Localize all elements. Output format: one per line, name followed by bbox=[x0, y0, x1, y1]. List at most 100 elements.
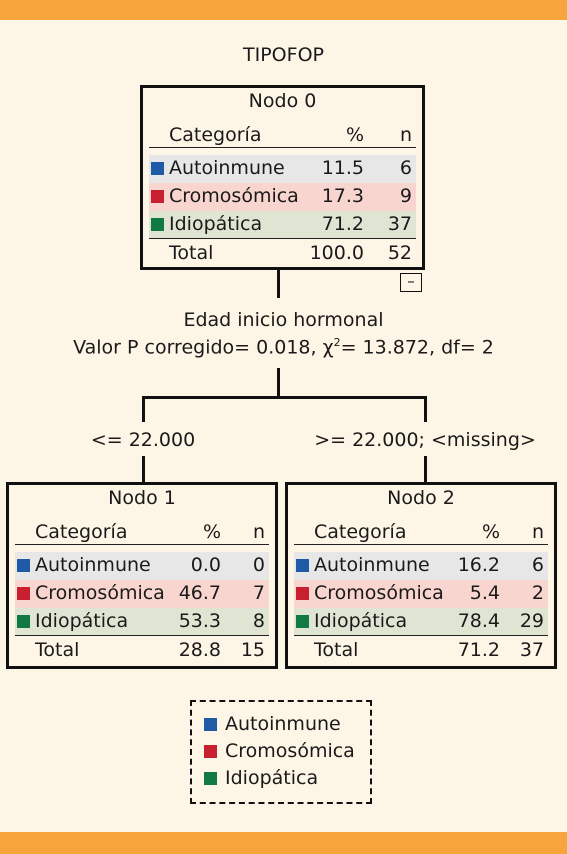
n-value: 6 bbox=[399, 157, 412, 179]
autoinmune-swatch bbox=[151, 162, 164, 175]
legend-item-cromosomica: Cromosómica bbox=[204, 740, 355, 762]
connector-left-lower bbox=[142, 456, 145, 483]
legend-label: Autoinmune bbox=[225, 713, 341, 735]
row-autoinmune: Autoinmune 0.0 0 bbox=[15, 552, 269, 580]
category-label: Cromosómica bbox=[314, 582, 444, 604]
category-label: Idiopática bbox=[35, 610, 129, 632]
total-pct: 100.0 bbox=[309, 242, 364, 264]
pct-value: 78.4 bbox=[457, 610, 500, 632]
pct-value: 16.2 bbox=[457, 554, 500, 576]
top-bar bbox=[0, 0, 567, 20]
stats-suffix: = 13.872, df= 2 bbox=[340, 336, 494, 359]
category-label: Autoinmune bbox=[169, 157, 285, 179]
pct-value: 0.0 bbox=[190, 554, 221, 576]
n-value: 37 bbox=[387, 213, 412, 235]
pct-value: 5.4 bbox=[469, 582, 500, 604]
n-value: 9 bbox=[399, 185, 412, 207]
n-value: 8 bbox=[252, 610, 265, 632]
total-label: Total bbox=[35, 639, 80, 661]
row-idiopatica: Idiopática 78.4 29 bbox=[294, 608, 548, 636]
category-label: Idiopática bbox=[314, 610, 408, 632]
idiopatica-swatch bbox=[17, 615, 30, 628]
row-autoinmune: Autoinmune 11.5 6 bbox=[149, 155, 416, 183]
row-autoinmune: Autoinmune 16.2 6 bbox=[294, 552, 548, 580]
row-idiopatica: Idiopática 71.2 37 bbox=[149, 211, 416, 239]
total-label: Total bbox=[169, 242, 214, 264]
legend-item-autoinmune: Autoinmune bbox=[204, 713, 341, 735]
chi-square-superscript: 2 bbox=[333, 336, 341, 349]
pct-value: 46.7 bbox=[178, 582, 221, 604]
total-n: 37 bbox=[519, 639, 544, 661]
branch-left-label: <= 22.000 bbox=[90, 429, 196, 451]
connector-left-upper bbox=[142, 396, 145, 422]
pct-header: % bbox=[202, 521, 221, 543]
category-label: Cromosómica bbox=[169, 185, 299, 207]
legend-item-idiopatica: Idiopática bbox=[204, 767, 318, 789]
collapse-button[interactable]: – bbox=[400, 273, 422, 292]
idiopatica-swatch bbox=[151, 218, 164, 231]
n-value: 7 bbox=[252, 582, 265, 604]
legend-label: Idiopática bbox=[225, 767, 319, 789]
row-total: Total 28.8 15 bbox=[15, 637, 269, 665]
total-n: 15 bbox=[240, 639, 265, 661]
node-title: Nodo 2 bbox=[387, 487, 455, 509]
n-value: 29 bbox=[519, 610, 544, 632]
connector-horizontal bbox=[142, 396, 427, 399]
n-value: 6 bbox=[531, 554, 544, 576]
category-header: Categoría bbox=[314, 521, 407, 543]
header-row: Categoría % n bbox=[15, 519, 269, 545]
legend-label: Cromosómica bbox=[225, 740, 355, 762]
row-total: Total 71.2 37 bbox=[294, 637, 548, 665]
n-header: n bbox=[399, 124, 412, 146]
category-label: Cromosómica bbox=[35, 582, 165, 604]
row-total: Total 100.0 52 bbox=[149, 240, 416, 268]
node-0[interactable]: Nodo 0 Categoría % n Autoinmune 11.5 6 C… bbox=[140, 85, 425, 270]
category-label: Idiopática bbox=[169, 213, 263, 235]
n-header: n bbox=[252, 521, 265, 543]
cromosomica-swatch bbox=[17, 587, 30, 600]
node-1[interactable]: Nodo 1 Categoría % n Autoinmune 0.0 0 Cr… bbox=[6, 482, 278, 669]
autoinmune-swatch bbox=[17, 559, 30, 572]
autoinmune-swatch bbox=[296, 559, 309, 572]
cromosomica-swatch bbox=[296, 587, 309, 600]
stats-prefix: Valor P corregido= 0.018, χ bbox=[73, 336, 334, 359]
n-header: n bbox=[531, 521, 544, 543]
node-2[interactable]: Nodo 2 Categoría % n Autoinmune 16.2 6 C… bbox=[285, 482, 557, 669]
n-value: 2 bbox=[531, 582, 544, 604]
header-row: Categoría % n bbox=[294, 519, 548, 545]
total-pct: 28.8 bbox=[178, 639, 221, 661]
pct-value: 53.3 bbox=[178, 610, 221, 632]
category-header: Categoría bbox=[169, 124, 262, 146]
split-variable: Edad inicio hormonal bbox=[183, 309, 384, 331]
connector-split-down bbox=[277, 368, 280, 398]
n-value: 0 bbox=[252, 554, 265, 576]
pct-value: 11.5 bbox=[321, 157, 364, 179]
cromosomica-swatch bbox=[151, 190, 164, 203]
legend: Autoinmune Cromosómica Idiopática bbox=[190, 700, 372, 804]
row-cromosomica: Cromosómica 46.7 7 bbox=[15, 580, 269, 608]
connector-right-upper bbox=[424, 396, 427, 422]
pct-value: 71.2 bbox=[321, 213, 364, 235]
node-title: Nodo 1 bbox=[108, 487, 176, 509]
category-header: Categoría bbox=[35, 521, 128, 543]
pct-header: % bbox=[481, 521, 500, 543]
connector-right-lower bbox=[424, 456, 427, 483]
category-label: Autoinmune bbox=[35, 554, 151, 576]
total-n: 52 bbox=[387, 242, 412, 264]
diagram-title: TIPOFOP bbox=[243, 44, 324, 66]
bottom-bar bbox=[0, 832, 567, 854]
cromosomica-swatch bbox=[204, 745, 217, 758]
autoinmune-swatch bbox=[204, 718, 217, 731]
idiopatica-swatch bbox=[204, 772, 217, 785]
category-label: Autoinmune bbox=[314, 554, 430, 576]
total-label: Total bbox=[314, 639, 359, 661]
split-statistics: Valor P corregido= 0.018, χ2= 13.872, df… bbox=[0, 336, 567, 358]
row-cromosomica: Cromosómica 17.3 9 bbox=[149, 183, 416, 211]
node-title: Nodo 0 bbox=[248, 90, 317, 112]
pct-header: % bbox=[345, 124, 364, 146]
header-row: Categoría % n bbox=[149, 122, 416, 148]
row-cromosomica: Cromosómica 5.4 2 bbox=[294, 580, 548, 608]
idiopatica-swatch bbox=[296, 615, 309, 628]
pct-value: 17.3 bbox=[321, 185, 364, 207]
connector-root-down bbox=[277, 268, 280, 298]
